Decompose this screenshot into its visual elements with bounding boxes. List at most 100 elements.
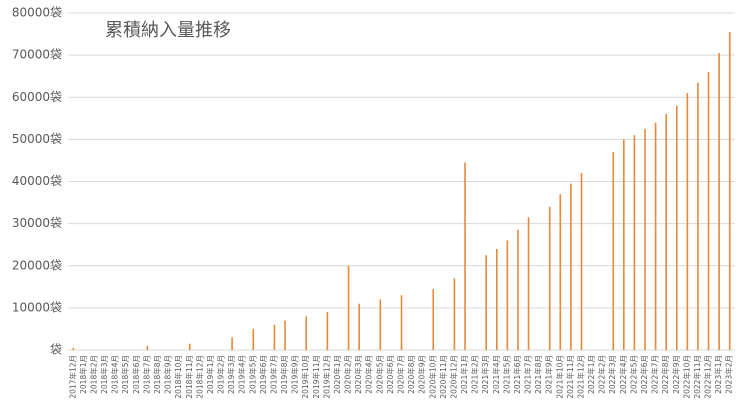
y-tick-label: 70000袋 [12, 48, 62, 62]
bar [379, 299, 382, 350]
x-tick-label: 2021年4月 [491, 355, 501, 394]
x-tick-label: 2017年12月 [67, 355, 77, 399]
bar [686, 93, 689, 350]
bar [485, 255, 487, 350]
x-tick-label: 2018年3月 [99, 355, 109, 394]
bar [495, 248, 498, 350]
bar [644, 128, 646, 350]
x-tick-label: 2022年8月 [660, 355, 670, 394]
bar [517, 229, 519, 350]
bar [188, 343, 191, 350]
x-tick-label: 2018年8月 [152, 355, 162, 394]
x-tick-label: 2021年12月 [575, 355, 585, 399]
bar [527, 217, 530, 350]
x-tick-label: 2020年7月 [396, 355, 406, 394]
bar [273, 324, 276, 350]
bar [347, 265, 350, 350]
x-tick-label: 2020年4月 [364, 355, 374, 394]
x-tick-label: 2020年8月 [406, 355, 416, 394]
x-tick-label: 2022年10月 [681, 355, 691, 399]
x-tick-label: 2020年6月 [385, 355, 395, 394]
bar [580, 173, 583, 350]
bar [464, 162, 466, 350]
x-tick-label: 2022年7月 [650, 355, 660, 394]
x-tick-label: 2019年6月 [258, 355, 268, 394]
y-tick-label: 袋 [50, 343, 62, 357]
y-tick-label: 20000袋 [12, 258, 62, 272]
x-tick-label: 2022年12月 [703, 355, 713, 399]
x-tick-label: 2020年12月 [448, 355, 458, 399]
x-tick-label: 2020年10月 [427, 355, 437, 399]
x-tick-label: 2021年7月 [523, 355, 533, 394]
y-tick-label: 80000袋 [12, 6, 62, 20]
bar [718, 53, 720, 351]
x-tick-label: 2020年9月 [417, 355, 427, 394]
x-tick-label: 2019年9月 [290, 355, 300, 394]
x-tick-label: 2019年2月 [216, 355, 226, 394]
x-tick-label: 2019年11月 [311, 355, 321, 399]
x-tick-label: 2018年1月 [78, 355, 88, 394]
x-tick-label: 2018年4月 [110, 355, 120, 394]
y-tick-label: 10000袋 [12, 300, 62, 314]
bar [612, 152, 615, 350]
x-tick-label: 2018年5月 [120, 355, 130, 394]
x-tick-label: 2022年4月 [618, 355, 628, 394]
x-tick-label: 2022年6月 [639, 355, 649, 394]
x-tick-label: 2022年3月 [607, 355, 617, 394]
x-tick-label: 2022年2月 [597, 355, 607, 394]
x-tick-label: 2022年9月 [671, 355, 681, 394]
bar [506, 240, 509, 350]
bar [453, 278, 456, 350]
bar [146, 345, 149, 350]
x-tick-label: 2019年8月 [279, 355, 289, 394]
x-tick-label: 2018年12月 [194, 355, 204, 399]
bar [72, 347, 75, 350]
x-tick-label: 2018年2月 [88, 355, 98, 394]
x-tick-label: 2020年3月 [353, 355, 363, 394]
x-tick-label: 2021年9月 [544, 355, 554, 394]
x-tick-label: 2021年1月 [459, 355, 469, 394]
x-tick-label: 2018年6月 [131, 355, 141, 394]
bar [633, 135, 636, 350]
x-tick-label: 2019年10月 [300, 355, 310, 399]
bar [326, 312, 329, 350]
bar [665, 114, 667, 350]
x-tick-label: 2021年6月 [512, 355, 522, 394]
x-tick-label: 2018年11月 [184, 355, 194, 399]
x-tick-label: 2022年5月 [628, 355, 638, 394]
x-tick-label: 2022年1月 [586, 355, 596, 394]
x-tick-label: 2019年7月 [268, 355, 278, 394]
bar [675, 105, 678, 350]
bar [252, 328, 255, 350]
x-tick-label: 2021年3月 [480, 355, 490, 394]
x-tick-label: 2020年5月 [374, 355, 384, 394]
bar [284, 320, 286, 350]
bar [654, 122, 657, 351]
x-tick-label: 2019年12月 [321, 355, 331, 399]
x-tick-label: 2021年5月 [501, 355, 511, 394]
bar [623, 139, 625, 350]
x-tick-label: 2018年9月 [163, 355, 173, 394]
bar [432, 288, 435, 350]
x-tick-label: 2020年11月 [438, 355, 448, 399]
x-tick-label: 2018年10月 [173, 355, 183, 399]
x-tick-label: 2021年11月 [565, 355, 575, 399]
x-tick-label: 2021年8月 [533, 355, 543, 394]
y-tick-label: 60000袋 [12, 90, 62, 104]
bar [358, 303, 360, 350]
x-tick-label: 2019年5月 [247, 355, 257, 394]
x-tick-label: 2020年2月 [343, 355, 353, 394]
bar [400, 295, 403, 350]
x-tick-label: 2021年2月 [470, 355, 480, 394]
bar [548, 206, 551, 350]
chart-title: 累積納入量推移 [105, 20, 231, 41]
x-tick-label: 2023年2月 [724, 355, 734, 394]
x-tick-label: 2022年11月 [692, 355, 702, 399]
y-tick-label: 50000袋 [12, 132, 62, 146]
x-tick-label: 2021年10月 [554, 355, 564, 399]
bar [728, 31, 731, 351]
x-tick-label: 2018年7月 [141, 355, 151, 394]
x-tick-label: 2019年3月 [226, 355, 236, 394]
bar [570, 183, 572, 350]
bar [707, 71, 710, 350]
